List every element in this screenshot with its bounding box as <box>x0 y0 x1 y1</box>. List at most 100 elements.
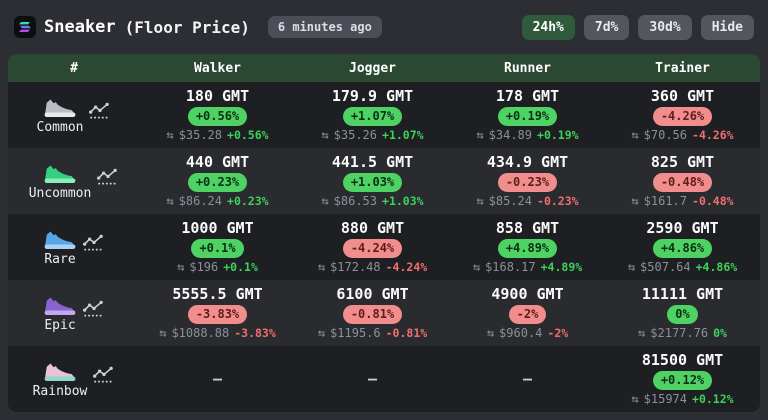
price-gmt: 360 GMT <box>650 86 715 105</box>
usd-change: -2% <box>547 326 569 341</box>
usd-change: +1.03% <box>382 194 424 209</box>
usd-change: +0.23% <box>227 194 269 209</box>
price-gmt: 825 GMT <box>650 152 715 171</box>
change-badge: -4.26% <box>652 107 713 126</box>
price-cell-empty: – <box>295 370 450 388</box>
swap-icon: ⇆ <box>166 193 174 208</box>
price-gmt: 6100 GMT <box>336 284 409 303</box>
swap-icon: ⇆ <box>317 325 326 340</box>
table-row-common: Common 180 GMT +0.56% ⇆ $35.28 +0.56% 179.… <box>8 82 760 148</box>
last-updated-badge: 6 minutes ago <box>267 16 382 38</box>
sneaker-icon <box>44 297 76 316</box>
usd-change: 0% <box>713 326 727 341</box>
usd-value: $35.26 <box>333 127 378 142</box>
price-gmt: 434.9 GMT <box>486 152 569 171</box>
usd-line: ⇆ $1195.6 -0.81% <box>317 325 427 340</box>
sneaker-icon <box>44 363 76 382</box>
change-badge: +1.07% <box>342 107 403 126</box>
usd-value: $172.48 <box>330 259 381 274</box>
empty-value: – <box>212 370 223 388</box>
swap-icon: ⇆ <box>321 127 329 142</box>
column-header-rank: # <box>70 60 78 76</box>
range-controls: 24h% 7d% 30d% Hide <box>521 14 754 40</box>
usd-change: +4.86% <box>695 260 738 275</box>
chart-trend-icon[interactable] <box>83 300 105 318</box>
range-24h-button[interactable]: 24h% <box>521 14 575 40</box>
usd-change: +4.89% <box>540 260 583 275</box>
hide-button[interactable]: Hide <box>700 14 754 40</box>
sneaker-icon <box>44 231 76 250</box>
price-cell: 880 GMT -4.24% ⇆ $172.48 -4.24% <box>295 220 450 274</box>
sneaker-icon <box>44 165 76 184</box>
price-cell: 2590 GMT +4.86% ⇆ $507.64 +4.86% <box>605 220 760 274</box>
table-row-rare: Rare 1000 GMT +0.1% ⇆ $196 +0.1% 880 GMT -… <box>8 214 760 280</box>
price-gmt: 1000 GMT <box>181 218 254 237</box>
usd-value: $161.7 <box>643 193 688 208</box>
page-title: Sneaker <box>44 17 116 37</box>
table-header-row: # Walker Jogger Runner Trainer <box>8 54 760 82</box>
change-badge: -3.83% <box>187 305 248 324</box>
sneaker-icon <box>44 99 76 118</box>
change-badge: +0.1% <box>191 239 244 258</box>
usd-change: +0.12% <box>692 392 734 407</box>
swap-icon: ⇆ <box>166 127 174 142</box>
usd-line: ⇆ $35.26 +1.07% <box>321 127 424 143</box>
price-gmt: 440 GMT <box>185 152 250 171</box>
change-badge: +0.19% <box>497 107 558 126</box>
table-row-epic: Epic 5555.5 GMT -3.83% ⇆ $1088.88 -3.83% 6… <box>8 280 760 346</box>
chart-trend-icon[interactable] <box>97 168 119 186</box>
range-30d-button[interactable]: 30d% <box>638 14 692 40</box>
usd-change: -4.24% <box>385 260 428 275</box>
usd-value: $960.4 <box>499 325 543 340</box>
change-badge: +4.86% <box>652 239 713 258</box>
change-badge: +4.89% <box>497 239 558 258</box>
empty-value: – <box>367 370 378 388</box>
usd-line: ⇆ $70.56 -4.26% <box>631 127 734 143</box>
change-badge: +0.23% <box>187 173 248 192</box>
usd-change: -4.26% <box>692 128 734 143</box>
usd-value: $86.53 <box>333 193 378 208</box>
price-cell: 360 GMT -4.26% ⇆ $70.56 -4.26% <box>605 88 760 142</box>
usd-line: ⇆ $34.89 +0.19% <box>476 128 578 142</box>
usd-change: -3.83% <box>234 326 276 341</box>
price-cell: 440 GMT +0.23% ⇆ $86.24 +0.23% <box>140 154 295 208</box>
floor-price-table: # Walker Jogger Runner Trainer Common <box>8 54 760 412</box>
usd-line: ⇆ $161.7 -0.48% <box>631 193 733 208</box>
swap-icon: ⇆ <box>476 193 484 208</box>
swap-icon: ⇆ <box>321 193 329 208</box>
usd-line: ⇆ $960.4 -2% <box>487 325 569 341</box>
usd-value: $70.56 <box>643 127 688 142</box>
change-badge: -2% <box>508 305 547 324</box>
usd-line: ⇆ $168.17 +4.89% <box>473 260 583 275</box>
swap-icon: ⇆ <box>159 325 167 340</box>
topbar: Sneaker (Floor Price) 6 minutes ago 24h% … <box>0 0 768 54</box>
table-row-rainbow: Rainbow – – – 81500 GMT +0.12% <box>8 346 760 412</box>
solana-logo-icon <box>19 22 31 32</box>
rarity-label: Uncommon <box>28 186 92 201</box>
chart-trend-icon[interactable] <box>93 366 115 384</box>
price-cell: 825 GMT -0.48% ⇆ $161.7 -0.48% <box>605 154 760 208</box>
usd-line: ⇆ $2177.76 0% <box>638 326 727 341</box>
price-gmt: 441.5 GMT <box>331 152 414 171</box>
price-cell: 5555.5 GMT -3.83% ⇆ $1088.88 -3.83% <box>140 286 295 340</box>
range-7d-button[interactable]: 7d% <box>583 14 630 40</box>
usd-value: $196 <box>189 259 219 274</box>
usd-value: $1195.6 <box>330 325 381 340</box>
swap-icon: ⇆ <box>631 127 639 142</box>
price-gmt: 5555.5 GMT <box>172 284 263 303</box>
price-gmt: 178 GMT <box>495 86 560 105</box>
price-cell: 179.9 GMT +1.07% ⇆ $35.26 +1.07% <box>295 88 450 142</box>
rarity-cell: Uncommon <box>8 162 140 200</box>
rarity-cell: Epic <box>8 294 140 332</box>
price-gmt: 858 GMT <box>495 218 560 237</box>
swap-icon: ⇆ <box>627 259 636 274</box>
usd-change: +1.07% <box>382 128 424 143</box>
chart-trend-icon[interactable] <box>89 102 111 120</box>
usd-value: $1088.88 <box>171 325 230 340</box>
rarity-cell: Common <box>8 96 140 134</box>
price-gmt: 2590 GMT <box>646 218 719 237</box>
column-header-walker: Walker <box>194 60 241 76</box>
chart-trend-icon[interactable] <box>83 234 105 252</box>
price-cell: 441.5 GMT +1.03% ⇆ $86.53 +1.03% <box>295 154 450 208</box>
change-badge: +0.12% <box>652 371 713 390</box>
